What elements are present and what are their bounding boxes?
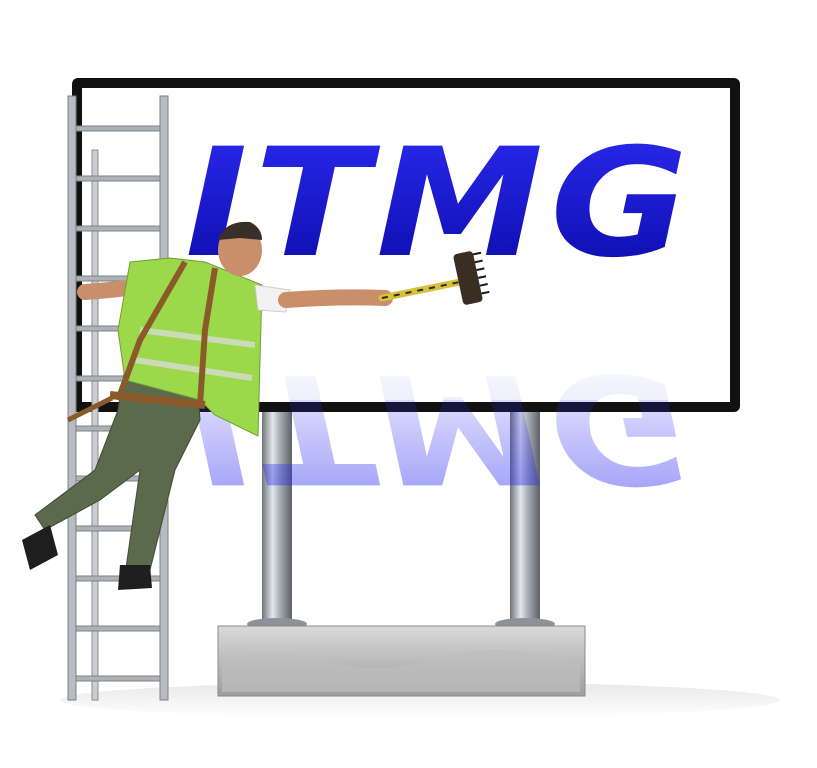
broom-brush-icon xyxy=(378,251,490,305)
left-post xyxy=(262,408,292,626)
logo-text: ITMG xyxy=(185,117,695,291)
reflection-fade xyxy=(180,340,700,400)
right-post xyxy=(510,408,540,626)
base-texture xyxy=(222,650,580,692)
worker-figure-icon xyxy=(22,221,393,590)
logo: ITMG ITMG xyxy=(180,117,700,514)
